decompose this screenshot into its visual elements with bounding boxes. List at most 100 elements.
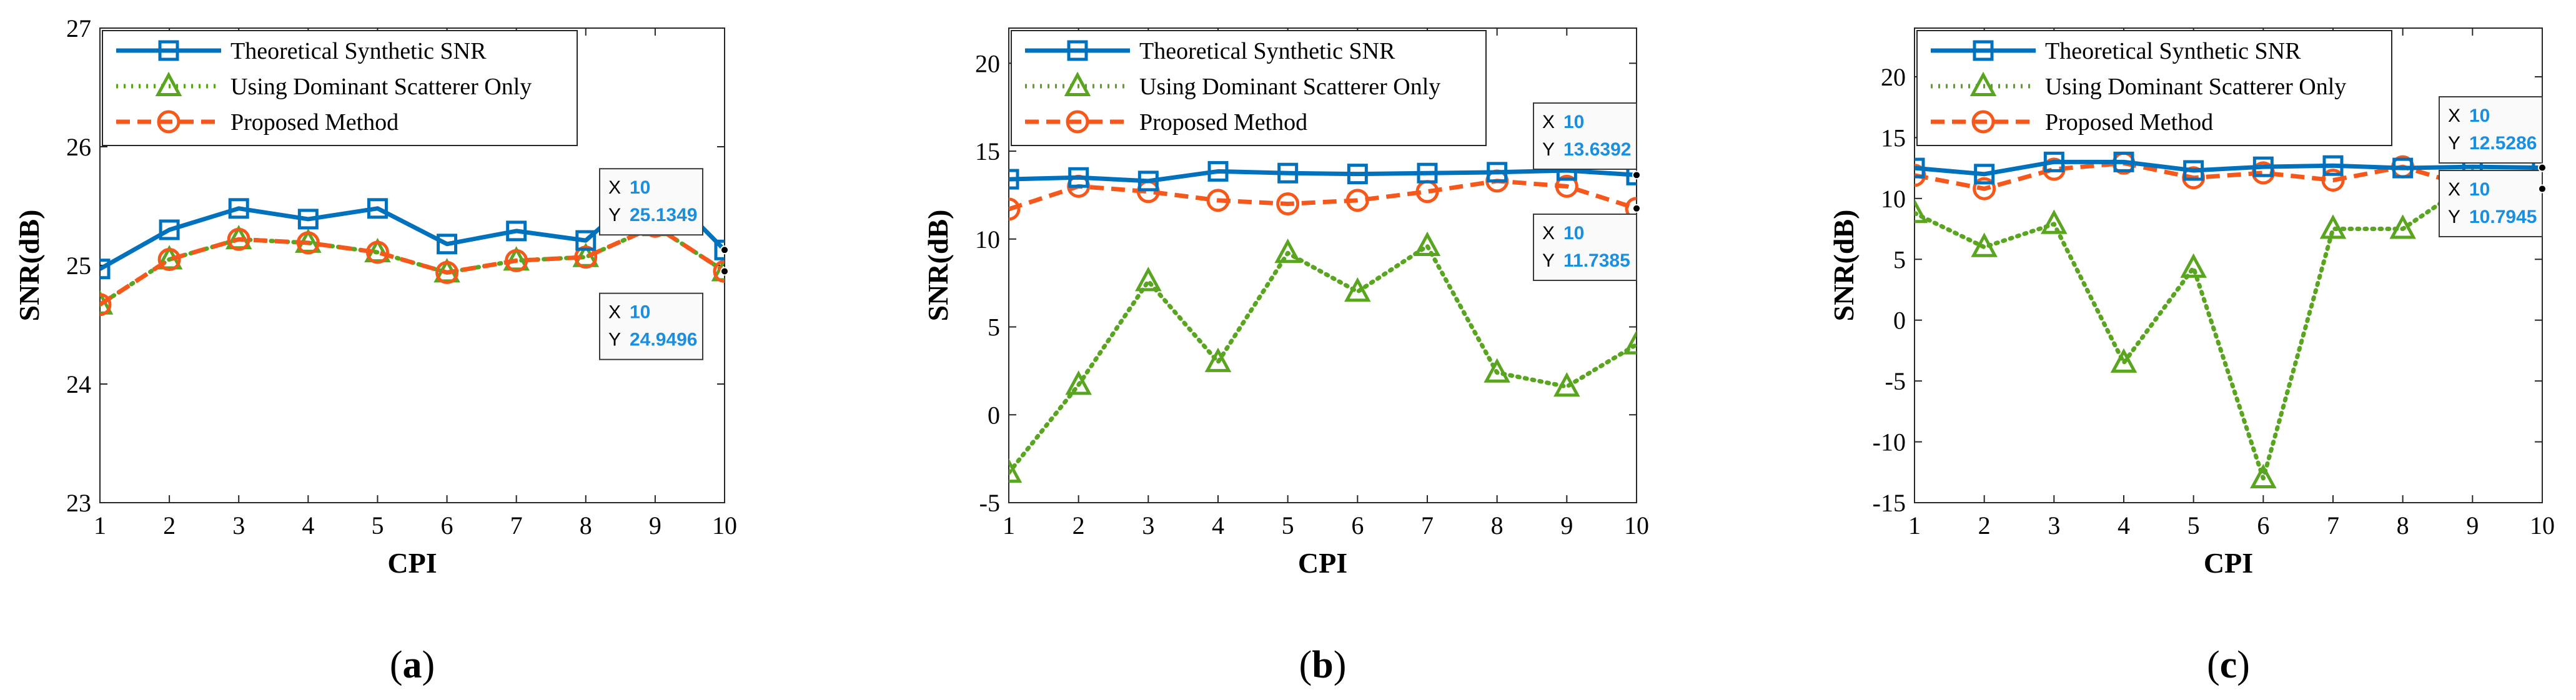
legend: Theoretical Synthetic SNR Using Dominant … <box>1916 30 2392 146</box>
data-point-theoretical <box>1277 162 1299 184</box>
legend-marker-theoretical <box>158 40 179 61</box>
legend-label-dominant: Using Dominant Scatterer Only <box>1139 74 1440 100</box>
x-tick-label: 6 <box>2257 511 2269 540</box>
datatip: X 10 Y 13.6392 <box>1533 102 1637 170</box>
y-tick-label: -15 <box>1873 489 1906 517</box>
datatip: X 10 Y 11.7385 <box>1533 214 1637 281</box>
x-tick-label: 7 <box>510 511 523 540</box>
data-point-theoretical <box>1487 162 1508 183</box>
x-tick-label: 7 <box>2327 511 2339 540</box>
series-line-dominant <box>1009 244 1637 475</box>
y-tick-label: 0 <box>988 401 1000 429</box>
datatip-box <box>2439 170 2543 237</box>
datatip: X 10 Y 24.9496 <box>599 292 703 360</box>
series-line-theoretical <box>1009 168 1637 184</box>
data-point-dominant <box>1204 347 1232 372</box>
datatip-box <box>599 168 703 236</box>
data-point-theoretical <box>506 220 527 242</box>
data-point-dominant <box>1414 231 1441 257</box>
datatip-x-label: X <box>2448 179 2460 200</box>
data-point-proposed <box>1345 189 1369 212</box>
legend-label-proposed: Proposed Method <box>2045 109 2213 136</box>
legend-marker-theoretical <box>1067 40 1088 61</box>
panel-caption: (a) <box>390 644 435 686</box>
data-point-proposed <box>100 293 112 317</box>
series-dominant <box>1009 231 1637 483</box>
x-tick-label: 5 <box>2187 511 2200 540</box>
legend-marker-theoretical <box>1973 40 1994 61</box>
x-tick-label: 6 <box>441 511 453 540</box>
datatip-y-value: 10.7945 <box>2469 207 2537 227</box>
data-point-theoretical <box>437 234 458 255</box>
y-tick-label: 20 <box>975 49 1000 77</box>
y-tick-label: 15 <box>1881 124 1906 152</box>
datatip-x-value: 10 <box>2469 106 2490 126</box>
caption-close: ) <box>422 644 435 686</box>
datatip-anchor-dot <box>720 267 729 276</box>
data-point-theoretical <box>1915 157 1925 179</box>
legend-label-theoretical: Theoretical Synthetic SNR <box>230 38 487 64</box>
legend-marker-dominant <box>155 71 182 96</box>
data-point-theoretical <box>2392 157 2414 179</box>
datatip-anchor-dot <box>2538 163 2547 172</box>
y-axis-label: SNR(dB) <box>922 210 954 322</box>
data-point-dominant <box>2389 214 2416 239</box>
x-tick-label: 9 <box>1560 511 1573 540</box>
legend: Theoretical Synthetic SNR Using Dominant … <box>1011 30 1487 146</box>
datatip-x-value: 10 <box>1563 223 1584 244</box>
x-tick-label: 4 <box>1212 511 1224 540</box>
y-tick-label: 10 <box>1881 185 1906 213</box>
caption-close: ) <box>2237 644 2250 686</box>
x-axis-label: CPI <box>2204 547 2253 579</box>
legend-label-proposed: Proposed Method <box>1139 109 1307 136</box>
datatip-y-label: Y <box>2448 133 2460 154</box>
caption-letter: b <box>1312 644 1333 686</box>
legend-label-proposed: Proposed Method <box>230 109 399 136</box>
y-tick-label: 5 <box>988 313 1000 342</box>
y-tick-label: 23 <box>66 489 91 517</box>
y-tick-label: 0 <box>1893 307 1906 335</box>
y-tick-label: 20 <box>1881 63 1906 91</box>
data-point-dominant <box>1553 372 1580 397</box>
data-point-theoretical <box>1974 164 1995 185</box>
datatip-y-label: Y <box>1542 250 1555 271</box>
chart-panel-b: 1 2 3 4 5 6 7 8 9 10 -5 0 5 10 15 20 CPI SNR(dB) Theoretic… <box>922 27 1649 686</box>
data-point-proposed <box>574 245 598 269</box>
data-point-proposed <box>227 227 250 251</box>
legend-marker-proposed <box>1066 110 1089 134</box>
data-point-theoretical <box>2322 155 2344 176</box>
y-axis-label: SNR(dB) <box>1828 210 1860 322</box>
data-point-theoretical <box>2113 151 2134 172</box>
data-point-theoretical <box>1009 169 1019 190</box>
data-point-theoretical <box>1068 167 1089 188</box>
series-line-theoretical <box>1915 159 2542 177</box>
x-tick-label: 3 <box>232 511 245 540</box>
data-point-theoretical <box>1207 160 1229 182</box>
datatip: X 10 Y 25.1349 <box>599 168 703 236</box>
y-axis-label: SNR(dB) <box>13 210 45 322</box>
caption-open: ( <box>390 644 403 686</box>
datatip-y-value: 12.5286 <box>2469 133 2537 154</box>
datatip-x-label: X <box>608 302 621 323</box>
data-point-proposed <box>2321 169 2345 192</box>
data-point-theoretical <box>2252 156 2274 177</box>
series-line-dominant <box>1915 179 2542 481</box>
caption-letter: c <box>2220 644 2237 686</box>
data-point-dominant <box>1915 198 1928 224</box>
datatip-box <box>1533 214 1637 281</box>
x-tick-label: 8 <box>580 511 592 540</box>
x-tick-label: 5 <box>1282 511 1294 540</box>
data-point-theoretical <box>714 239 725 260</box>
data-point-proposed <box>1206 189 1230 212</box>
datatip-x-label: X <box>608 177 621 198</box>
y-tick-label: -10 <box>1873 428 1906 456</box>
caption-open: ( <box>1299 644 1312 686</box>
x-tick-label: 9 <box>2466 511 2479 540</box>
datatip-box <box>599 292 703 360</box>
data-point-theoretical <box>1347 164 1368 185</box>
datatip-x-value: 10 <box>630 302 650 323</box>
y-tick-label: 27 <box>66 14 91 42</box>
x-tick-label: 2 <box>163 511 176 540</box>
data-point-proposed <box>435 260 459 284</box>
